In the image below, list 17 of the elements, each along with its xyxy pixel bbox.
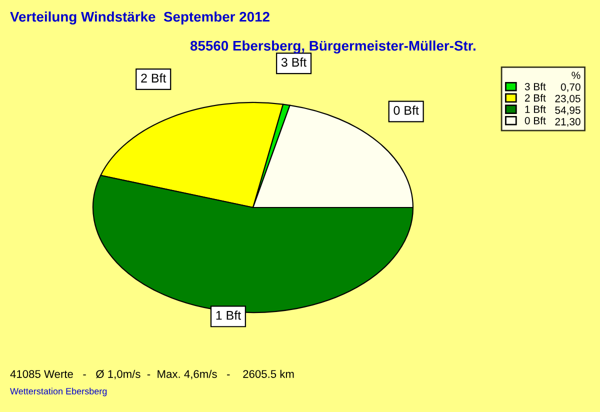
text: Wetterstation Ebersberg [10,388,107,396]
slice-label: 3 Bft [281,58,307,67]
chart-subtitle: 85560 Ebersberg, Bürgermeister-Müller-Str. [190,40,476,54]
legend-label: 3 Bft [524,82,546,90]
slice-label: 2 Bft [141,73,166,83]
slice-label: 0 Bft [394,106,419,115]
data-label: 54,95 [555,106,580,116]
chart-title: Verteilung Windstärke September 2012 [10,11,270,25]
text: 41085 Werte - Ø 1,0m/s - Max. 4,6m/s - 2605.5 km [10,370,294,380]
legend-label: 2 Bft [525,94,546,102]
legend-title: % [572,72,580,79]
slice-label: 1 Bft [216,310,241,320]
legend-label: 1 Bft [525,105,546,113]
data-label: 21,30 [555,118,580,127]
data-label: 23,05 [555,94,580,104]
data-label: 0,70 [560,83,580,92]
legend-label: 0 Bft [524,116,546,124]
